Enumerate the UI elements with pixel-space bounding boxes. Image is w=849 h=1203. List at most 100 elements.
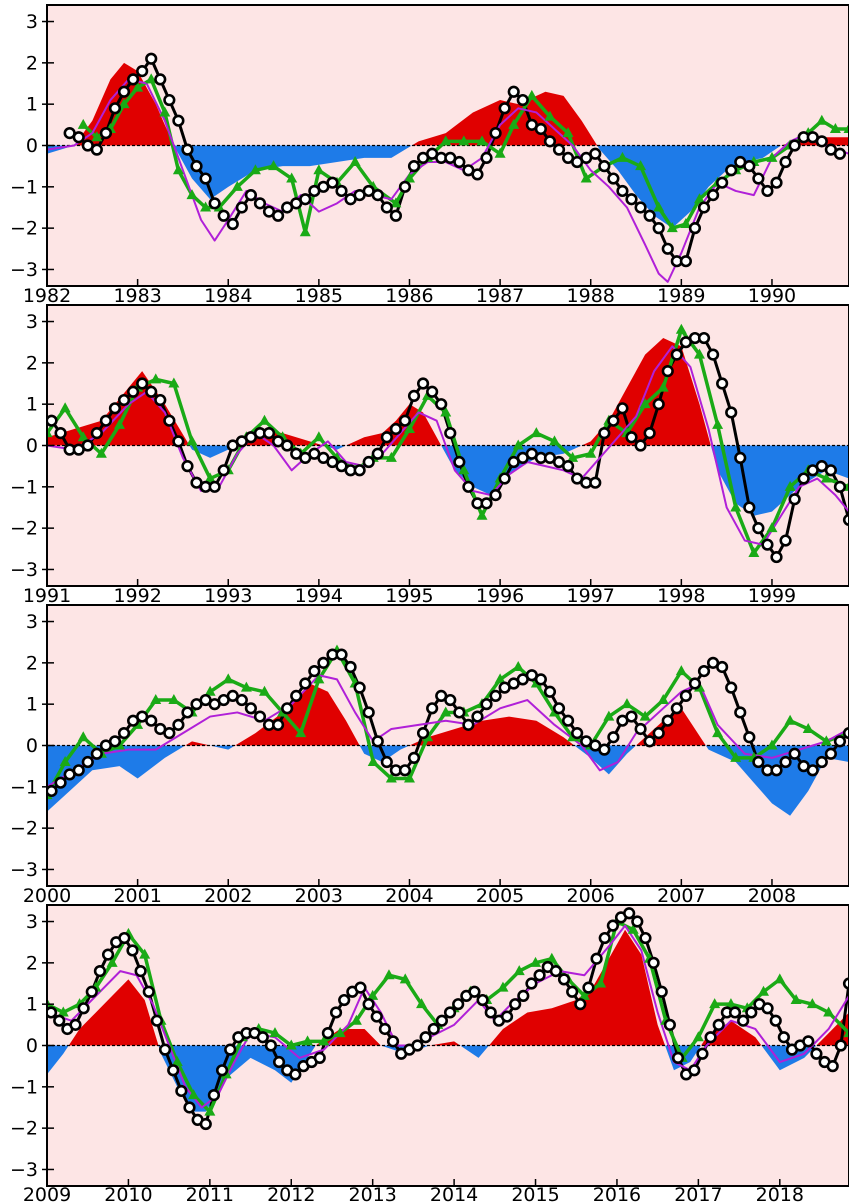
- circle-point: [788, 139, 801, 152]
- circle-point: [435, 398, 448, 411]
- circle-point: [181, 460, 194, 473]
- circle-point: [290, 689, 303, 703]
- circle-point: [534, 673, 547, 686]
- positive-area: [47, 683, 849, 746]
- x-tick-label: 2005: [476, 885, 524, 907]
- circle-point: [190, 160, 203, 173]
- negative-area: [47, 745, 849, 816]
- circle-point: [435, 1014, 448, 1027]
- circle-point: [806, 764, 819, 777]
- circle-point: [476, 993, 489, 1007]
- triangle-point: [118, 98, 130, 109]
- circle-point: [126, 73, 140, 86]
- circle-point: [163, 93, 176, 107]
- circle-point: [589, 476, 602, 489]
- x-tick-label: 2000: [23, 885, 71, 907]
- circle-point: [745, 1006, 758, 1019]
- triangle-point: [712, 727, 724, 738]
- triangle-point: [513, 965, 525, 976]
- circle-point: [552, 143, 566, 156]
- triangle-point: [790, 994, 802, 1005]
- x-tick-label: 2006: [567, 885, 615, 907]
- y-tick-label: 0: [26, 135, 38, 157]
- circle-point: [752, 522, 765, 535]
- x-tick-label: 1991: [23, 585, 71, 607]
- circle-point: [525, 977, 538, 990]
- circle-point: [244, 702, 257, 715]
- circle-point: [371, 735, 384, 748]
- triangle-point: [350, 1014, 362, 1025]
- circle-point: [802, 1035, 815, 1048]
- y-tick-label: −1: [10, 1076, 38, 1098]
- circle-point: [47, 1006, 58, 1019]
- y-tick-label: 0: [26, 435, 38, 457]
- circle-point: [380, 431, 393, 444]
- negative-area: [47, 445, 849, 516]
- circle-point: [335, 184, 348, 198]
- triangle-point: [367, 989, 379, 1000]
- circle-point: [743, 501, 756, 514]
- circle-point: [380, 755, 393, 769]
- circle-point: [85, 985, 98, 998]
- y-tick-label: −3: [10, 859, 38, 881]
- circle-point: [313, 1051, 326, 1064]
- circle-point: [181, 143, 194, 156]
- triangle-point: [95, 447, 107, 458]
- triangle-point: [595, 977, 607, 988]
- circle-point: [598, 160, 611, 173]
- circle-point: [625, 431, 638, 444]
- circle-point: [321, 1027, 335, 1040]
- circle-point: [734, 706, 747, 719]
- circle-point: [543, 685, 557, 698]
- plot-area: [47, 52, 849, 283]
- circle-point: [598, 931, 611, 945]
- triangle-point: [585, 447, 597, 458]
- triangle-point: [657, 381, 669, 392]
- triangle-point: [172, 164, 184, 175]
- triangle-point: [816, 114, 828, 125]
- circle-point: [208, 197, 221, 210]
- circle-point: [281, 702, 294, 715]
- circle-point: [661, 365, 674, 378]
- triangle-point: [440, 406, 452, 417]
- circle-point: [272, 1055, 286, 1069]
- triangle-point: [106, 956, 118, 967]
- x-tick-label: 1995: [385, 585, 433, 607]
- x-tick-label: 1989: [657, 285, 705, 307]
- circle-point: [815, 135, 828, 148]
- circle-point: [616, 184, 629, 198]
- triangle-point: [204, 472, 216, 483]
- panel-1: 3 2 1 0 −1 −2 −3 1982 1983 1984 1985 1986 1987 1988 19…: [10, 4, 849, 307]
- circle-point: [607, 172, 620, 185]
- circle-point: [688, 222, 702, 235]
- circle-point: [444, 427, 457, 440]
- triangle-point: [578, 989, 590, 1000]
- x-tick-label: 2012: [267, 1184, 315, 1203]
- triangle-point: [621, 698, 633, 709]
- circle-point: [235, 693, 248, 707]
- triangle-point: [186, 189, 198, 200]
- triangle-point: [657, 694, 669, 705]
- circle-point: [253, 710, 267, 723]
- triangle-point: [567, 451, 579, 462]
- circle-point: [386, 1035, 400, 1048]
- circle-point: [145, 52, 158, 65]
- circle-point: [616, 402, 629, 415]
- triangle-point: [458, 464, 470, 475]
- triangle-point: [171, 1056, 183, 1067]
- triangle-point: [766, 739, 778, 750]
- y-tick-label: 0: [26, 735, 38, 757]
- circle-point: [516, 93, 529, 107]
- triangle-point: [313, 164, 325, 175]
- circle-point: [145, 385, 158, 398]
- triangle-point: [748, 546, 760, 557]
- triangle-point: [57, 1006, 69, 1017]
- triangle-point: [820, 735, 832, 746]
- circle-point: [480, 497, 493, 510]
- triangle-point: [145, 73, 157, 84]
- circle-point: [370, 1010, 383, 1023]
- circle-point: [761, 1002, 774, 1015]
- circle-point: [150, 1014, 164, 1027]
- circle-point: [335, 648, 348, 661]
- triangle-point: [385, 451, 397, 462]
